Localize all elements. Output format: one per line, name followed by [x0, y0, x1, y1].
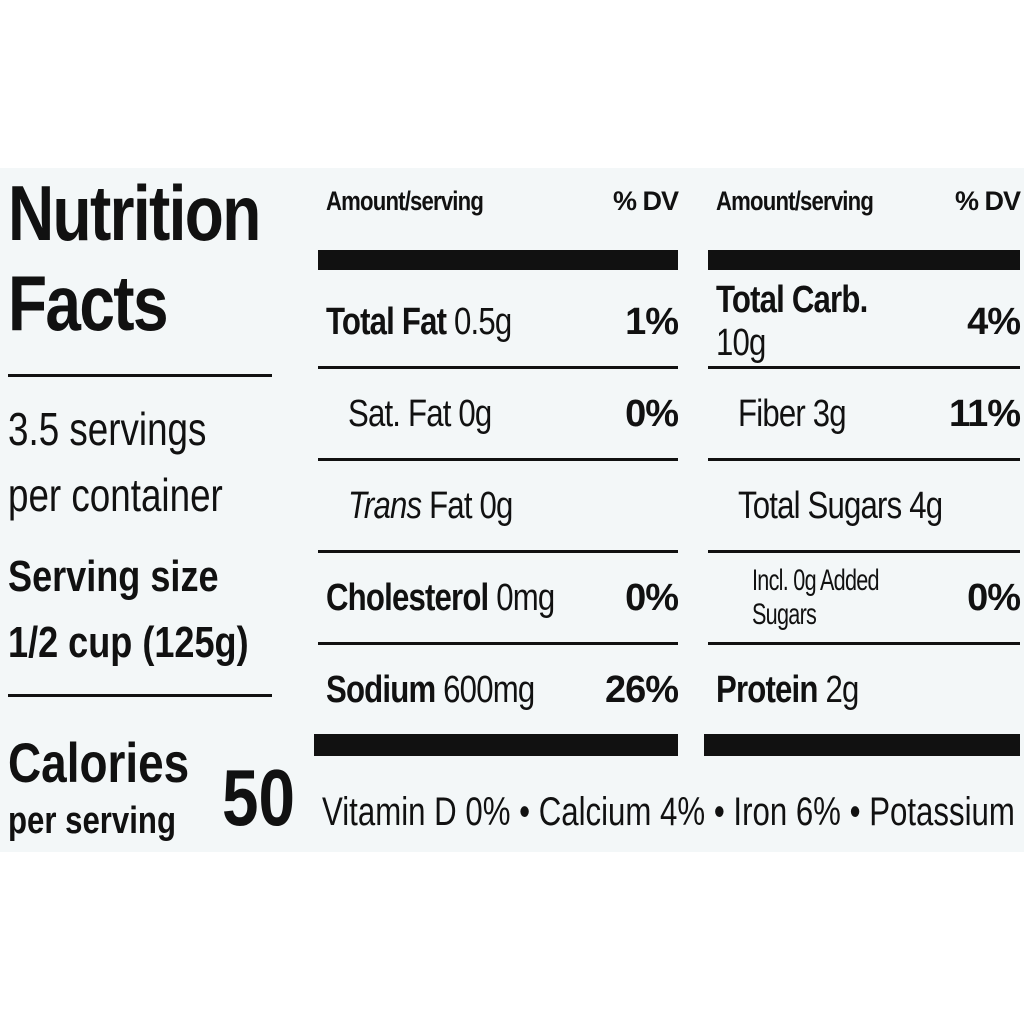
nutrient-dv: 4% [967, 300, 1021, 343]
nutrient-amount: 4g [909, 484, 943, 527]
nutrient-amount: 0mg [496, 576, 555, 619]
rule [708, 550, 1020, 553]
rule [8, 374, 272, 377]
nutrient-name: Cholesterol [326, 576, 489, 619]
nutrient-row: Incl. 0g Added Sugars 0% [752, 558, 1021, 638]
footer-text: Vitamin D 0% • Calcium 4% • Iron 6% • Po… [322, 790, 1024, 834]
nutrient-row: Fiber 3g 11% [738, 374, 1021, 454]
nutrient-amount: 2g [825, 668, 859, 711]
nutrient-name: Fat [429, 484, 472, 527]
nutrient-amount: 10g [716, 322, 766, 364]
nutrient-dv: 1% [625, 300, 679, 343]
nutrient-amount: 0g [458, 392, 492, 435]
thick-rule [314, 734, 678, 756]
nutrient-dv: 0% [625, 576, 679, 619]
nutrient-name: Sat. Fat [348, 392, 451, 435]
header-dv: % DV [954, 186, 1021, 216]
rule [708, 366, 1020, 369]
rule [318, 458, 678, 461]
nutrient-dv: 0% [625, 392, 679, 435]
rule [318, 366, 678, 369]
footer: Vitamin D 0% • Calcium 4% • Iron 6% • Po… [322, 790, 1024, 835]
nutrient-row: Total Fat 0.5g 1% [326, 282, 679, 362]
calories-value-text: 50 [222, 753, 295, 842]
nutrient-row: Sat. Fat 0g 0% [348, 374, 679, 454]
title-text: Nutrition Facts [8, 169, 261, 347]
nutrient-name: Incl. 0g Added Sugars [752, 564, 880, 631]
nutrient: Total Carb. 10g [716, 279, 922, 365]
nutrient-amount: 0g [479, 484, 513, 527]
nutrient-dv: 0% [967, 576, 1021, 619]
nutrient-row: Sodium 600mg 26% [326, 650, 679, 730]
serving-size-value: 1/2 cup (125g) [8, 618, 301, 668]
rule [708, 642, 1020, 645]
serving-size-label: Serving size [8, 552, 265, 602]
nutrient: Sat. Fat 0g [348, 392, 492, 436]
nutrient-dv: 11% [949, 392, 1021, 435]
rule [8, 694, 272, 697]
nutrient-amount: 3g [812, 392, 847, 435]
nutrient-row: Cholesterol 0mg 0% [326, 558, 679, 638]
column-header: Amount/serving % DV [716, 186, 1021, 217]
nutrient-row: Total Sugars 4g [738, 466, 1020, 546]
serving-size-label-text: Serving size [8, 552, 219, 601]
servings-text: 3.5 servings per container [8, 403, 223, 521]
calories-sublabel-text: per serving [8, 800, 176, 842]
thick-rule [704, 734, 1020, 756]
nutrient: Cholesterol 0mg [326, 576, 555, 620]
nutrient-amount: 0.5g [453, 300, 512, 343]
header-amount: Amount/serving [326, 186, 484, 216]
nutrient-name-italic: Trans [348, 484, 422, 527]
calories-value: 50 [222, 752, 311, 844]
nutrient-name: Fiber [738, 392, 806, 435]
nutrient-name: Total Fat [326, 300, 447, 343]
rule [318, 550, 678, 553]
header-amount: Amount/serving [716, 186, 874, 216]
calories-sublabel: per serving [8, 800, 213, 843]
nutrient: Fiber 3g [738, 392, 847, 436]
title: Nutrition Facts [8, 168, 298, 348]
calories-label-text: Calories [8, 731, 190, 794]
calories-label: Calories [8, 730, 229, 795]
nutrient: Total Fat 0.5g [326, 300, 512, 344]
nutrient-row: Trans Fat 0g [348, 466, 678, 546]
header-dv: % DV [612, 186, 679, 216]
rule [318, 642, 678, 645]
nutrient: Sodium 600mg [326, 668, 535, 712]
nutrient: Protein 2g [716, 668, 859, 712]
nutrient-name: Total Carb. [716, 279, 868, 321]
nutrient-name: Sodium [326, 668, 436, 711]
nutrient-amount: 600mg [443, 668, 535, 711]
nutrient-name: Total Sugars [738, 484, 902, 527]
column-header: Amount/serving % DV [326, 186, 679, 217]
nutrient-row: Protein 2g [716, 650, 1020, 730]
nutrient: Trans Fat 0g [348, 485, 513, 528]
thick-rule [318, 250, 678, 270]
thick-rule [708, 250, 1020, 270]
rule [708, 458, 1020, 461]
label-panel: Nutrition Facts 3.5 servings per contain… [0, 168, 1024, 852]
nutrient-dv: 26% [604, 668, 679, 711]
serving-size-value-text: 1/2 cup (125g) [8, 618, 249, 667]
nutrient: Incl. 0g Added Sugars [752, 564, 907, 632]
nutrient-row: Total Carb. 10g 4% [716, 279, 1021, 365]
servings: 3.5 servings per container [8, 396, 308, 528]
nutrient: Total Sugars 4g [738, 484, 943, 528]
nutrient-name: Protein [716, 668, 818, 711]
